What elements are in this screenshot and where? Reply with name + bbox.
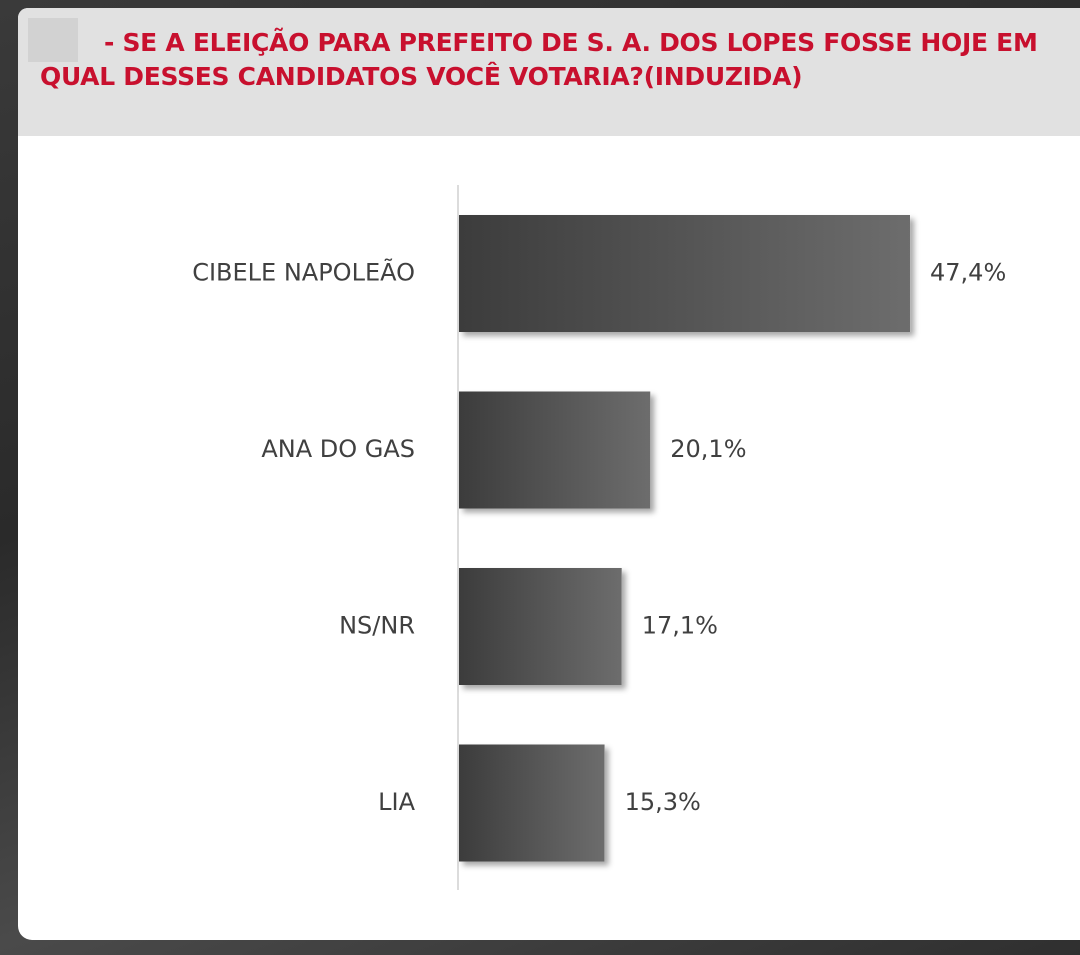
bar bbox=[459, 215, 911, 332]
header: - SE A ELEIÇÃO PARA PREFEITO DE S. A. DO… bbox=[18, 8, 1080, 136]
bar bbox=[459, 391, 651, 509]
value-label: 47,4% bbox=[930, 259, 1006, 287]
header-chip bbox=[28, 18, 78, 62]
bar bbox=[459, 744, 605, 862]
value-label: 15,3% bbox=[625, 788, 701, 816]
category-label: CIBELE NAPOLEÃO bbox=[192, 257, 415, 287]
category-label: ANA DO GAS bbox=[261, 435, 415, 463]
bar bbox=[459, 568, 622, 685]
category-label: NS/NR bbox=[339, 612, 415, 640]
category-label: LIA bbox=[378, 788, 415, 816]
value-label: 20,1% bbox=[670, 435, 746, 463]
chart-title: - SE A ELEIÇÃO PARA PREFEITO DE S. A. DO… bbox=[40, 28, 1038, 91]
value-label: 17,1% bbox=[642, 612, 718, 640]
